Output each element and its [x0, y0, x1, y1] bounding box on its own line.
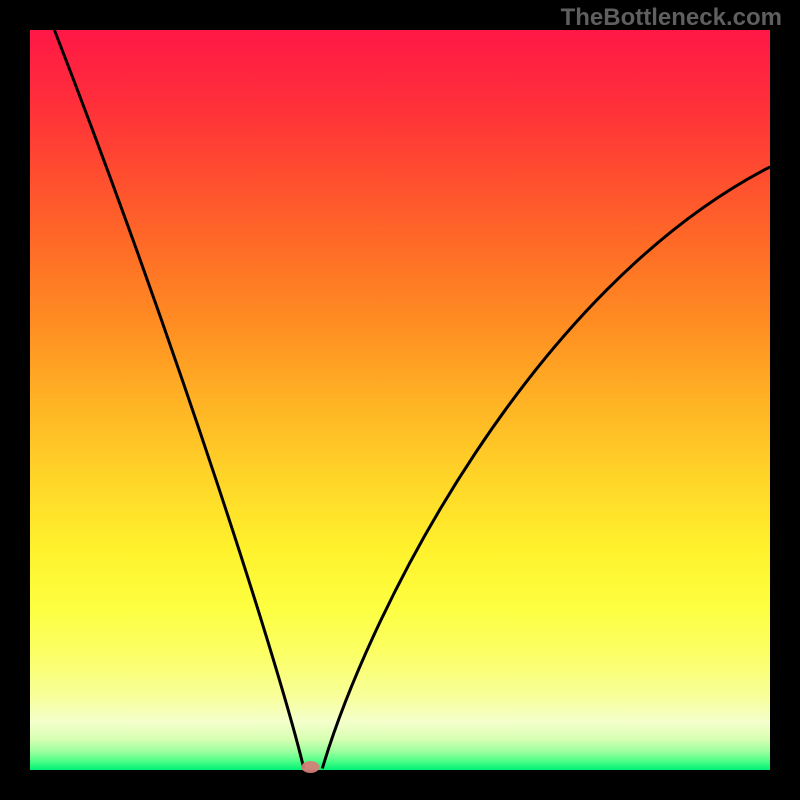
watermark-text: TheBottleneck.com: [561, 4, 782, 32]
chart-container: TheBottleneck.com: [0, 0, 800, 800]
bottleneck-chart: [0, 0, 800, 800]
plot-background: [30, 30, 770, 770]
minimum-marker: [301, 761, 319, 773]
